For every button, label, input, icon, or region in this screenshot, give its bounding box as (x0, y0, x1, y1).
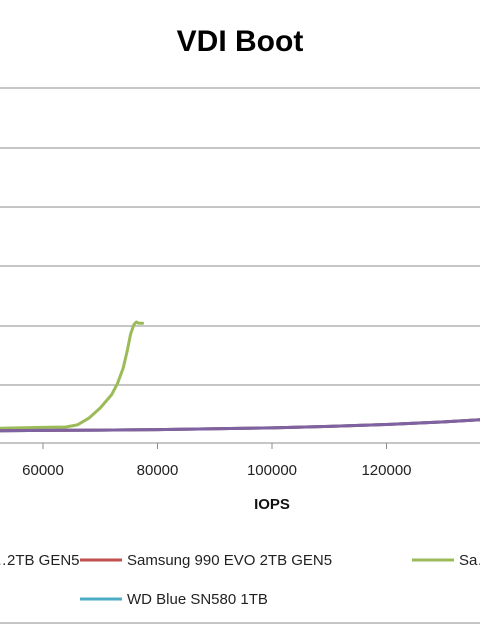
legend-label: WD Blue SN580 1TB (127, 591, 268, 608)
legend: …2TB GEN5 Samsung 990 EVO 2TB GEN5 Sa… WD B… (0, 552, 480, 608)
legend-label: Sa… (459, 552, 480, 569)
x-tick-label: 120000 (361, 462, 411, 479)
x-axis-title: IOPS (254, 496, 290, 513)
legend-label: …2TB GEN5 (0, 552, 80, 569)
x-tick-label: 80000 (137, 462, 179, 479)
legend-label: Samsung 990 EVO 2TB GEN5 (127, 552, 332, 569)
chart-title: VDI Boot (177, 25, 304, 58)
x-tick-label: 60000 (22, 462, 64, 479)
x-axis-ticks: 60000 80000 100000 120000 (22, 443, 412, 479)
x-tick-label: 100000 (247, 462, 297, 479)
plot-area (0, 320, 480, 433)
series-line-0 (0, 418, 480, 433)
gridlines (0, 87, 480, 444)
series-line-2 (0, 320, 145, 430)
